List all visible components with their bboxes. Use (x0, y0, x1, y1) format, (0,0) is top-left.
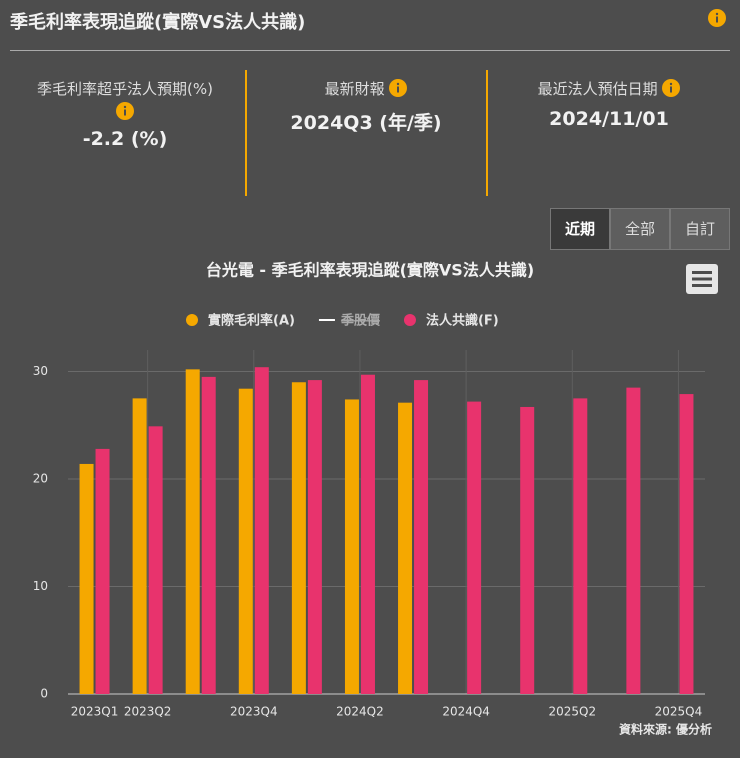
bar (291, 382, 306, 694)
stat-value: 2024/11/01 (549, 108, 669, 130)
stat-label: 季毛利率超乎法人預期(%) (37, 80, 213, 98)
bar (132, 398, 147, 694)
stat: 最新財報 2024Q3 (年/季) (251, 78, 481, 135)
bar (398, 402, 413, 694)
chart: 台光電 - 季毛利率表現追蹤(實際VS法人共識) 實際毛利率(A) 季股價 法人共識… (33, 261, 718, 737)
x-tick-label: 2025Q4 (655, 705, 703, 719)
stat-label: 最新財報 (251, 78, 481, 100)
legend-label[interactable]: 實際毛利率(A) (208, 313, 295, 329)
bar (148, 426, 163, 694)
legend-marker (186, 314, 198, 326)
x-tick-label: 2023Q4 (230, 705, 278, 719)
stat-label: 最近法人預估日期 (494, 78, 724, 100)
divider (245, 70, 247, 196)
bar (95, 448, 110, 694)
info-icon[interactable] (389, 79, 408, 97)
bar (344, 399, 359, 694)
bar (679, 394, 694, 694)
stat-label-text: 最近法人預估日期 (537, 80, 658, 98)
x-tick-label: 2025Q2 (548, 705, 596, 719)
bar (626, 387, 641, 694)
range-buttons: 近期 全部 自訂 (550, 208, 730, 250)
x-tick-label: 2024Q2 (336, 705, 384, 719)
info-icon[interactable] (662, 79, 681, 97)
source-note: 資料來源: 優分析 (619, 722, 712, 737)
header-title: 季毛利率表現追蹤(實際VS法人共識) (10, 12, 306, 33)
bar (414, 380, 429, 694)
bar (79, 463, 94, 694)
divider (486, 70, 488, 196)
bar (520, 406, 535, 694)
y-tick-label: 20 (33, 472, 48, 486)
range-button[interactable]: 全部 (610, 208, 670, 250)
bar (238, 388, 253, 694)
legend-marker (403, 314, 416, 326)
bar (185, 369, 200, 694)
stat-value: -2.2 (%) (82, 128, 168, 150)
bar (467, 401, 482, 694)
info-icon[interactable] (116, 102, 134, 120)
y-tick-label: 30 (33, 364, 48, 378)
legend-label[interactable]: 季股價 (340, 313, 381, 329)
y-tick-label: 0 (40, 687, 48, 701)
bar (360, 374, 375, 694)
x-tick-label: 2024Q4 (442, 705, 490, 719)
bar (307, 380, 322, 694)
divider (10, 50, 730, 51)
range-button[interactable]: 自訂 (670, 208, 730, 250)
legend-label[interactable]: 法人共識(F) (426, 313, 499, 329)
x-tick-label: 2023Q1 (71, 705, 119, 719)
chart-title: 台光電 - 季毛利率表現追蹤(實際VS法人共識) (206, 261, 534, 280)
x-tick-label: 2023Q2 (124, 705, 172, 719)
range-button[interactable]: 近期 (550, 208, 610, 250)
bar (201, 376, 216, 694)
info-icon[interactable] (708, 9, 726, 27)
stat-label-text: 最新財報 (324, 80, 385, 98)
bar (573, 398, 588, 694)
stat: 季毛利率超乎法人預期(%) -2.2 (%) (10, 78, 240, 150)
stat-value: 2024Q3 (年/季) (290, 112, 442, 134)
y-tick-label: 10 (33, 579, 48, 593)
stat: 最近法人預估日期 2024/11/01 (494, 78, 724, 130)
menu-icon[interactable] (686, 264, 718, 294)
bar (254, 367, 269, 694)
